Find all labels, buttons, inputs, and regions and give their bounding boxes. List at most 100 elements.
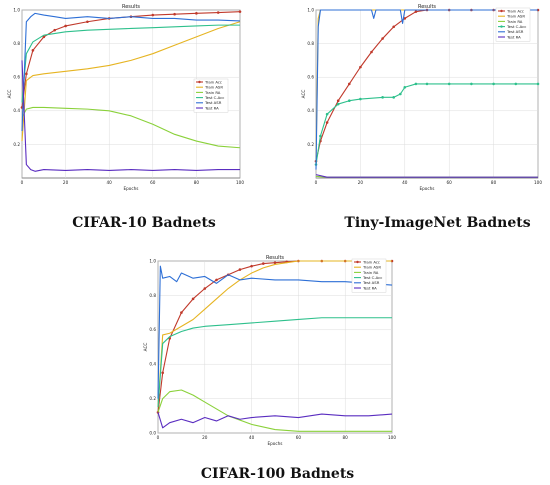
series-point-test-c-acc bbox=[403, 85, 407, 89]
x-tick-label: 20 bbox=[202, 435, 208, 440]
chart-cifar10: 0 20 40 60 80 100 0.2 0.4 0.6 0.8 1.0 Results Epochs… bbox=[4, 2, 248, 192]
series-point-train-acc bbox=[414, 10, 418, 13]
legend-entry: Test RA bbox=[362, 285, 377, 290]
legend-entry: Train Acc bbox=[362, 259, 380, 264]
series-point-train-acc bbox=[173, 12, 176, 16]
legend-entry: Train ASR bbox=[506, 14, 525, 19]
y-axis-label: ACC bbox=[143, 343, 148, 352]
caption-tinyimagenet: Tiny-ImageNet Badnets bbox=[344, 215, 531, 231]
x-tick-label: 80 bbox=[491, 180, 497, 185]
legend-box bbox=[351, 258, 387, 293]
series-point-test-c-acc bbox=[392, 96, 395, 99]
legend-marker bbox=[500, 25, 503, 28]
series-line-test-ra bbox=[315, 174, 538, 178]
y-tick-label: 1.0 bbox=[13, 7, 20, 12]
series-point-train-acc bbox=[195, 12, 198, 15]
series-point-train-acc bbox=[64, 24, 67, 28]
series-point-test-c-acc bbox=[447, 82, 451, 86]
series-point-train-acc bbox=[151, 13, 155, 17]
x-tick-label: 40 bbox=[249, 435, 255, 440]
y-tick-label: 0.6 bbox=[13, 75, 20, 80]
series-line-test-ra bbox=[157, 412, 393, 429]
series-point-train-acc bbox=[238, 268, 242, 271]
y-axis-label: ACC bbox=[301, 90, 306, 99]
series-point-train-acc bbox=[370, 50, 373, 54]
legend-box bbox=[495, 7, 531, 42]
y-tick-label: 1.0 bbox=[149, 258, 156, 263]
series-line-test-c-acc bbox=[21, 24, 240, 103]
x-axis-label: Epochs bbox=[267, 441, 282, 446]
y-tick-label: 0.4 bbox=[149, 362, 156, 367]
y-tick-label: 0.6 bbox=[307, 75, 314, 80]
series-point-test-c-acc bbox=[359, 97, 362, 101]
y-tick-label: 0.2 bbox=[13, 142, 20, 147]
series-point-test-c-acc bbox=[381, 96, 384, 99]
x-tick-label: 0 bbox=[157, 435, 160, 440]
legend-entry: Train Acc bbox=[506, 8, 524, 13]
series-point-train-acc bbox=[53, 28, 56, 32]
y-tick-label: 0.2 bbox=[149, 396, 156, 401]
legend-entry: Train RA bbox=[506, 19, 523, 24]
series-line-test-asr bbox=[315, 9, 538, 170]
x-tick-label: 60 bbox=[296, 435, 302, 440]
series-point-train-acc bbox=[215, 278, 218, 282]
legend-entry: Train RA bbox=[362, 270, 379, 275]
series-point-train-acc bbox=[161, 371, 164, 375]
y-tick-label: 0.8 bbox=[149, 293, 156, 298]
x-axis-label: Epochs bbox=[419, 186, 434, 191]
chart-svg: 0 20 40 60 80 100 0.0 0.2 0.4 0.6 0.8 1.0 Results Epo… bbox=[143, 255, 396, 446]
legend-entry: Test C-Acc bbox=[204, 95, 224, 100]
series-point-train-acc bbox=[348, 82, 351, 86]
legend-entry: Test ASR bbox=[506, 29, 524, 34]
legend-entry: Test C-Acc bbox=[362, 275, 382, 280]
y-tick-label: 0.4 bbox=[307, 108, 314, 113]
series-point-train-acc bbox=[238, 10, 242, 13]
series-point-test-c-acc bbox=[348, 99, 351, 103]
y-tick-label: 1.0 bbox=[307, 7, 314, 12]
legend-entry: Test C-Acc bbox=[506, 24, 526, 29]
series-point-train-acc bbox=[191, 297, 195, 301]
caption-cifar10: CIFAR-10 Badnets bbox=[72, 215, 216, 231]
series-point-train-acc bbox=[203, 287, 207, 290]
series-point-test-c-acc bbox=[536, 82, 540, 86]
legend-entry: Test RA bbox=[204, 105, 219, 110]
chart-tinyimagenet: 0 20 40 60 80 100 0.2 0.4 0.6 0.8 1.0 Results Epochs… bbox=[298, 2, 544, 192]
series-point-train-acc bbox=[403, 17, 407, 20]
legend-entry: Train ASR bbox=[362, 265, 381, 270]
series-point-train-acc bbox=[180, 311, 183, 314]
legend-entry: Train RA bbox=[204, 90, 221, 95]
series-point-test-c-acc bbox=[425, 82, 429, 86]
series-point-train-acc bbox=[216, 11, 220, 14]
series-line-train-ra bbox=[21, 106, 241, 149]
series-point-train-acc bbox=[31, 49, 35, 52]
x-tick-label: 20 bbox=[63, 180, 69, 185]
x-tick-label: 80 bbox=[194, 180, 200, 185]
series-point-train-acc bbox=[25, 72, 28, 76]
x-tick-label: 100 bbox=[534, 180, 542, 185]
series-point-train-acc bbox=[262, 262, 265, 265]
chart-svg: 0 20 40 60 80 100 0.2 0.4 0.6 0.8 1.0 Results Epochs… bbox=[301, 4, 542, 191]
x-tick-label: 40 bbox=[107, 180, 113, 185]
chart-cifar100: 0 20 40 60 80 100 0.0 0.2 0.4 0.6 0.8 1.0 Results Epo… bbox=[142, 253, 398, 447]
y-tick-label: 0.8 bbox=[13, 41, 20, 46]
x-tick-label: 40 bbox=[402, 180, 408, 185]
legend-entry: Test ASR bbox=[362, 280, 380, 285]
legend-marker bbox=[356, 260, 359, 264]
series-line-train-asr bbox=[21, 21, 241, 142]
series-point-train-acc bbox=[325, 121, 329, 124]
x-axis-label: Epochs bbox=[123, 186, 138, 191]
caption-cifar100: CIFAR-100 Badnets bbox=[200, 466, 355, 482]
legend-marker bbox=[198, 80, 201, 84]
series-point-test-c-acc bbox=[399, 92, 402, 96]
series-line-test-asr bbox=[21, 12, 241, 131]
series-point-test-c-acc bbox=[336, 102, 340, 106]
series-point-test-c-acc bbox=[414, 82, 418, 86]
chart-title: Results bbox=[418, 4, 436, 10]
series-line-train-acc bbox=[21, 11, 241, 108]
legend-marker bbox=[500, 9, 503, 13]
series-point-train-acc bbox=[392, 25, 395, 29]
x-tick-label: 20 bbox=[358, 180, 364, 185]
